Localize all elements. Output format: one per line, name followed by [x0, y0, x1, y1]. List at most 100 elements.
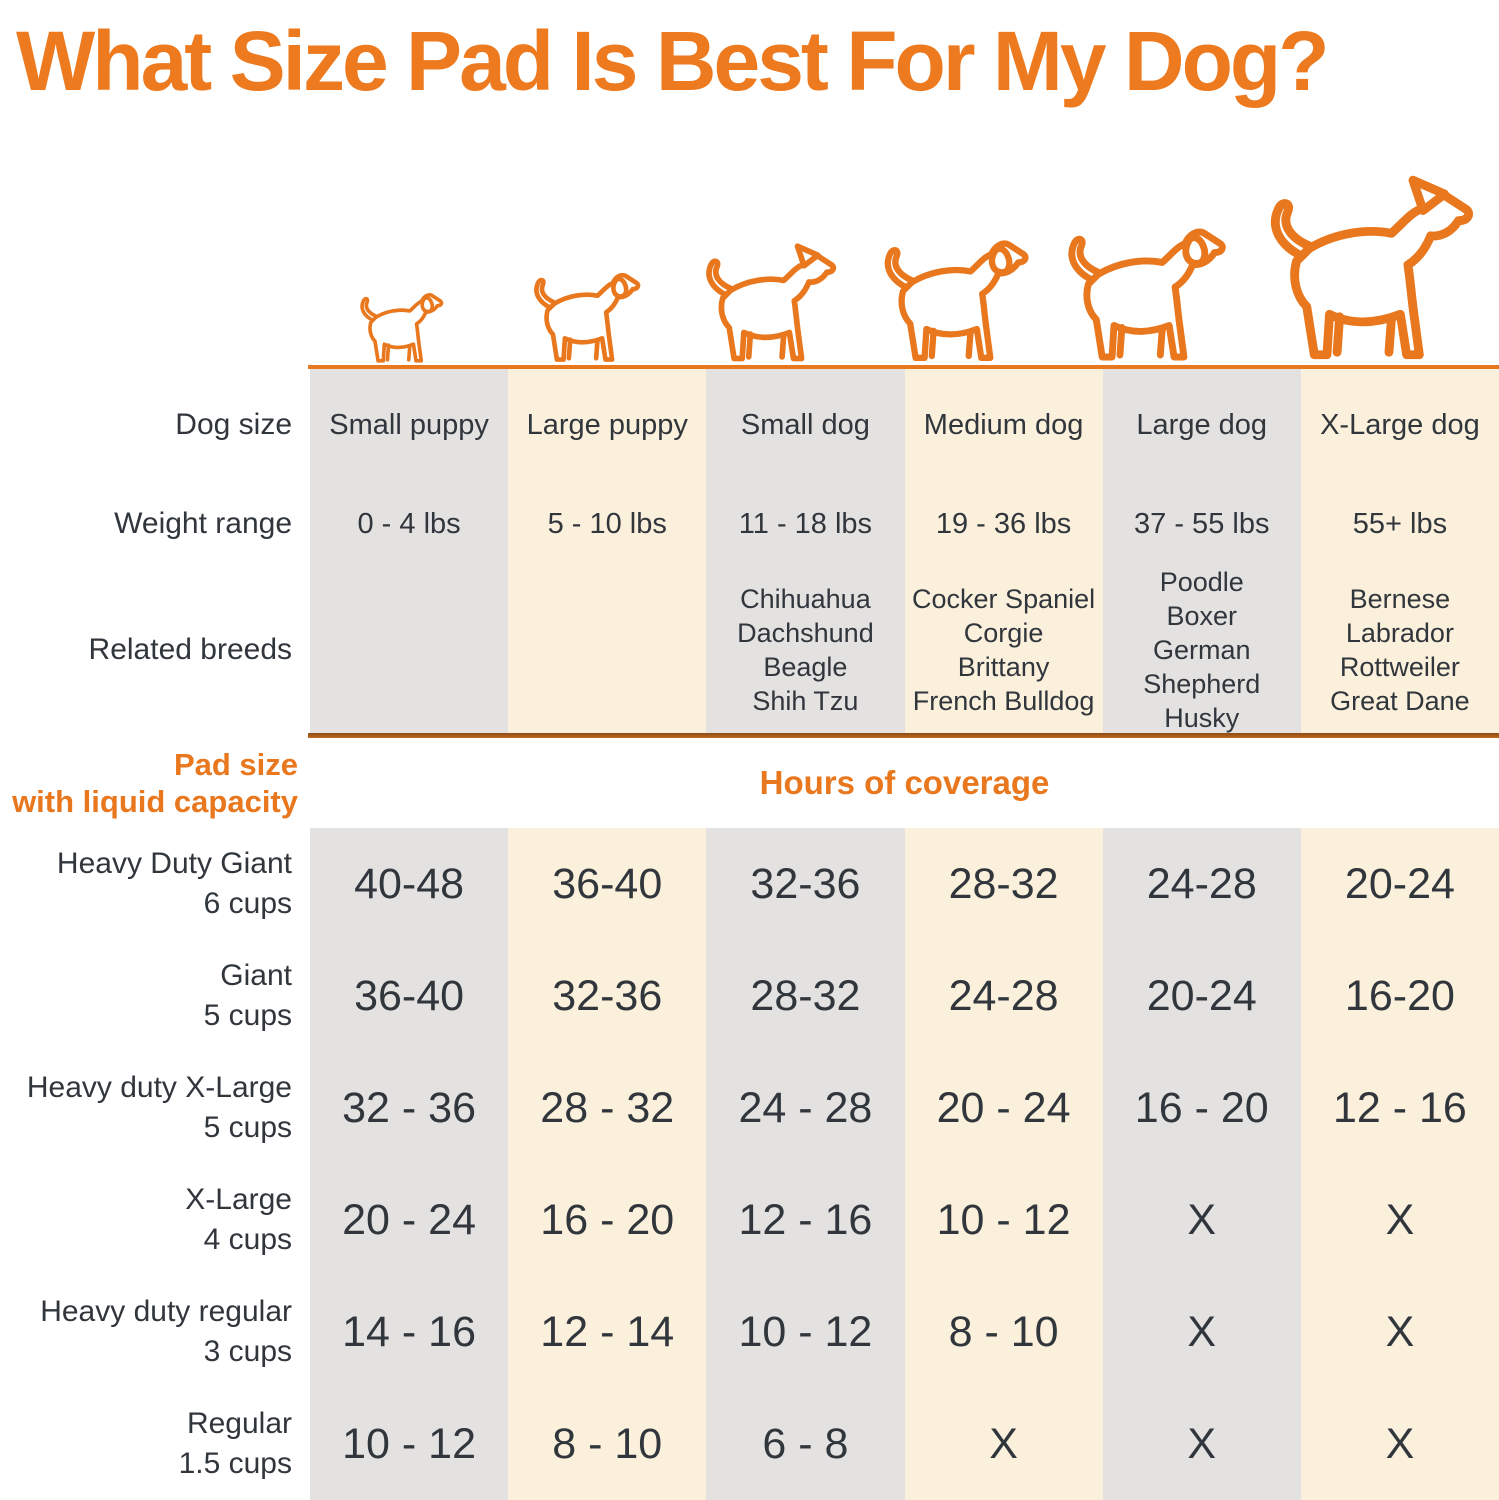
hours-value-cell: 10 - 12	[905, 1164, 1103, 1276]
hours-value-cell: X	[1103, 1276, 1301, 1388]
breed-name: Great Dane	[1330, 684, 1470, 718]
pad-size-label-line1: Pad size	[174, 746, 298, 783]
pad-capacity: 5 cups	[204, 1108, 292, 1148]
large-dog-icon	[1049, 217, 1246, 365]
pad-capacity: 1.5 cups	[179, 1444, 292, 1484]
hours-value-cell: 24 - 28	[706, 1052, 904, 1164]
hours-value-cell: 16 - 20	[508, 1164, 706, 1276]
hours-value-cell: 20 - 24	[905, 1052, 1103, 1164]
pad-name: X-Large	[185, 1180, 292, 1220]
dog-icon-cell	[864, 130, 1049, 365]
breed-name: Shih Tzu	[752, 684, 858, 718]
dog-info-table: Dog sizeSmall puppyLarge puppySmall dogM…	[0, 369, 1499, 733]
row-label-related-breeds: Related breeds	[0, 567, 310, 733]
breed-name: German Shepherd	[1107, 633, 1297, 701]
hours-value-cell: 16 - 20	[1103, 1052, 1301, 1164]
pad-row-label: Heavy Duty Giant6 cups	[0, 828, 310, 940]
hours-value-cell: 8 - 10	[508, 1388, 706, 1500]
pad-row-label: Heavy duty X-Large5 cups	[0, 1052, 310, 1164]
breed-name: Labrador	[1346, 616, 1454, 650]
weight-range-value: 55+ lbs	[1301, 481, 1499, 567]
related-breeds-list	[310, 567, 508, 733]
breed-name: Chihuahua	[740, 582, 871, 616]
pad-name: Heavy duty X-Large	[27, 1068, 292, 1108]
hours-value-cell: 36-40	[508, 828, 706, 940]
pad-size-label-line2: with liquid capacity	[12, 783, 298, 820]
hours-value-cell: 12 - 16	[706, 1164, 904, 1276]
row-label-dog-size: Dog size	[0, 369, 310, 481]
pad-name: Giant	[220, 956, 292, 996]
dog-icon-cell	[310, 130, 495, 365]
dog-size-header: Small dog	[706, 369, 904, 481]
small-dog-icon	[690, 243, 853, 365]
hours-value-cell: 8 - 10	[905, 1276, 1103, 1388]
breed-name: Beagle	[763, 650, 847, 684]
hours-value-cell: X	[905, 1388, 1103, 1500]
dog-size-header: X-Large dog	[1301, 369, 1499, 481]
hours-value-cell: 12 - 14	[508, 1276, 706, 1388]
pad-capacity: 6 cups	[204, 884, 292, 924]
hours-value-cell: X	[1103, 1164, 1301, 1276]
pad-name: Heavy duty regular	[40, 1292, 292, 1332]
hours-value-cell: 32 - 36	[310, 1052, 508, 1164]
hours-value-cell: 32-36	[706, 828, 904, 940]
breed-name: Husky	[1164, 701, 1239, 735]
hours-value-cell: X	[1301, 1276, 1499, 1388]
medium-dog-icon	[867, 230, 1047, 365]
breed-name: Cocker Spaniel	[912, 582, 1095, 616]
breed-name: Brittany	[958, 650, 1050, 684]
pad-row-label: X-Large4 cups	[0, 1164, 310, 1276]
dog-icon-cell	[680, 130, 865, 365]
large-puppy-icon	[521, 265, 654, 365]
dog-size-header: Large dog	[1103, 369, 1301, 481]
breed-name: Dachshund	[737, 616, 874, 650]
breed-name: French Bulldog	[913, 684, 1095, 718]
row-label-weight-range: Weight range	[0, 481, 310, 567]
small-puppy-icon	[350, 287, 454, 365]
related-breeds-list: BerneseLabradorRottweilerGreat Dane	[1301, 567, 1499, 733]
dog-band-spacer	[0, 130, 310, 365]
hours-value-cell: 16-20	[1301, 940, 1499, 1052]
hours-value-cell: 10 - 12	[706, 1276, 904, 1388]
hours-coverage-header: Hours of coverage	[310, 738, 1499, 828]
pad-capacity: 3 cups	[204, 1332, 292, 1372]
breed-name: Poodle	[1160, 565, 1244, 599]
dog-icons-band	[0, 130, 1499, 365]
hours-value-cell: 32-36	[508, 940, 706, 1052]
hours-value-cell: 20-24	[1103, 940, 1301, 1052]
weight-range-value: 37 - 55 lbs	[1103, 481, 1301, 567]
hours-value-cell: 28-32	[905, 828, 1103, 940]
breed-name: Corgie	[964, 616, 1044, 650]
pad-row-label: Heavy duty regular3 cups	[0, 1276, 310, 1388]
hours-coverage-band: Pad size with liquid capacity Hours of c…	[0, 738, 1499, 828]
pad-size-label: Pad size with liquid capacity	[0, 738, 310, 828]
hours-value-cell: 24-28	[1103, 828, 1301, 940]
hours-value-cell: 14 - 16	[310, 1276, 508, 1388]
x-large-dog-icon	[1246, 175, 1499, 365]
pad-hours-table: Heavy Duty Giant6 cups40-4836-4032-3628-…	[0, 828, 1499, 1500]
related-breeds-list	[508, 567, 706, 733]
weight-range-value: 5 - 10 lbs	[508, 481, 706, 567]
hours-value-cell: X	[1301, 1164, 1499, 1276]
pad-size-infographic: What Size Pad Is Best For My Dog? Dog si…	[0, 0, 1499, 1500]
hours-value-cell: 12 - 16	[1301, 1052, 1499, 1164]
related-breeds-list: PoodleBoxerGerman ShepherdHusky	[1103, 567, 1301, 733]
hours-value-cell: 20 - 24	[310, 1164, 508, 1276]
hours-value-cell: X	[1103, 1388, 1301, 1500]
hours-value-cell: 36-40	[310, 940, 508, 1052]
hours-value-cell: 40-48	[310, 828, 508, 940]
dog-size-header: Medium dog	[905, 369, 1103, 481]
dog-icon-cell	[1246, 130, 1499, 365]
hours-value-cell: 10 - 12	[310, 1388, 508, 1500]
hours-value-cell: 6 - 8	[706, 1388, 904, 1500]
weight-range-value: 0 - 4 lbs	[310, 481, 508, 567]
dog-icon-cell	[495, 130, 680, 365]
breed-name: Bernese	[1350, 582, 1451, 616]
dog-icon-cell	[1049, 130, 1246, 365]
hours-value-cell: 28 - 32	[508, 1052, 706, 1164]
title-row: What Size Pad Is Best For My Dog?	[0, 0, 1499, 130]
hours-value-cell: 20-24	[1301, 828, 1499, 940]
breed-name: Boxer	[1166, 599, 1237, 633]
hours-value-cell: 24-28	[905, 940, 1103, 1052]
related-breeds-list: ChihuahuaDachshundBeagleShih Tzu	[706, 567, 904, 733]
